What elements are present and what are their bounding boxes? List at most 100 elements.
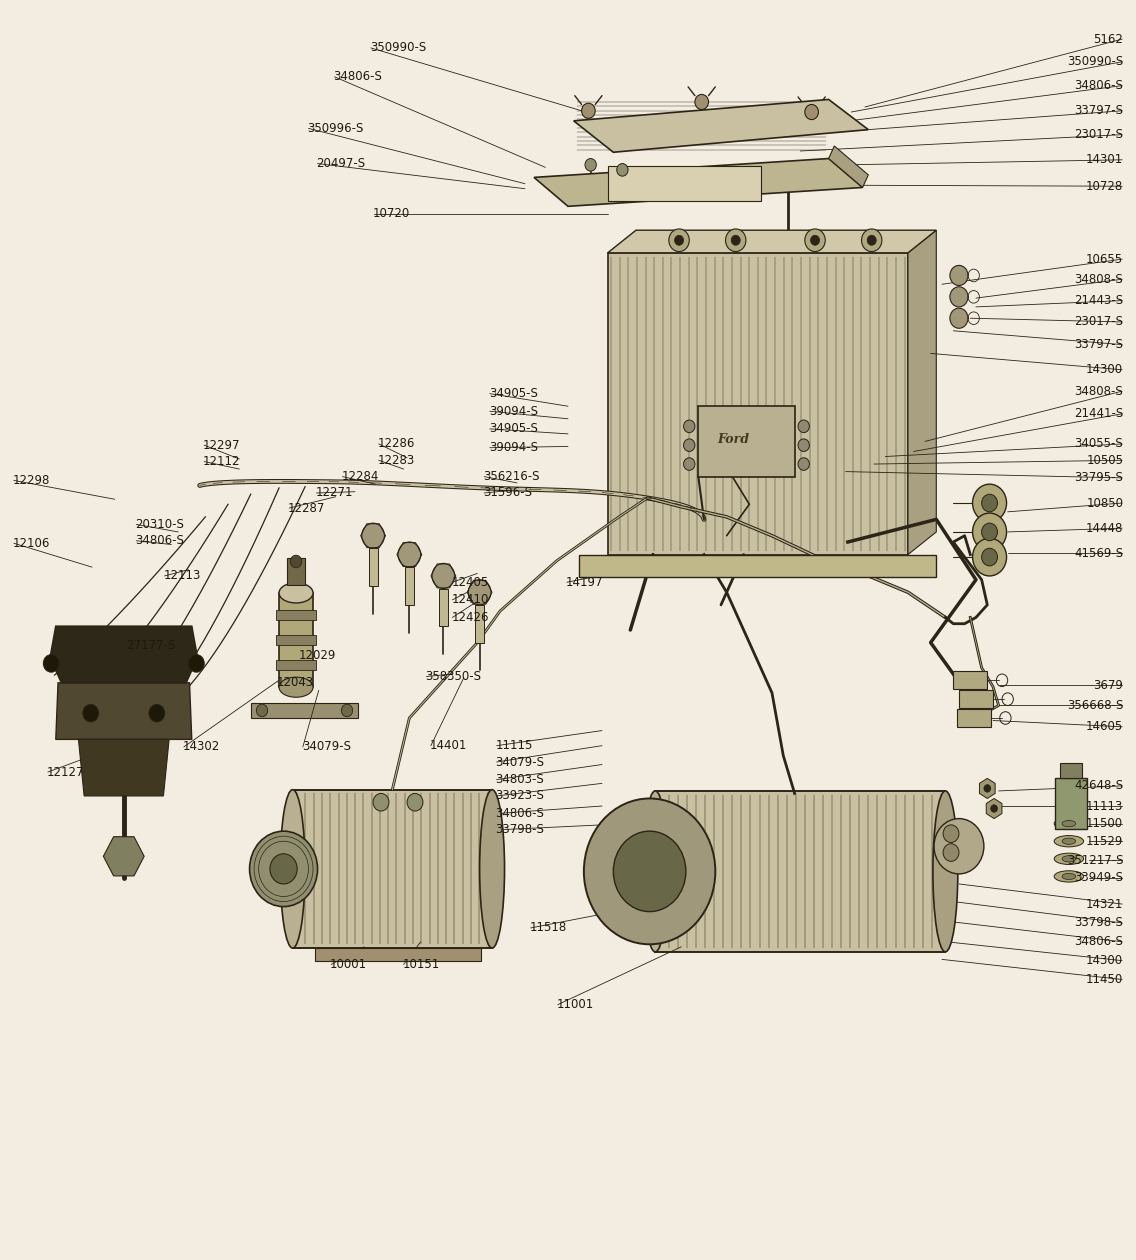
Polygon shape	[251, 703, 358, 718]
Text: 34806-S: 34806-S	[334, 71, 383, 83]
Bar	[1060, 764, 1083, 779]
Text: 11115: 11115	[495, 740, 533, 752]
Bar	[404, 567, 414, 605]
Polygon shape	[608, 231, 936, 253]
Text: 34806-S: 34806-S	[135, 534, 184, 547]
Circle shape	[982, 523, 997, 541]
Circle shape	[684, 420, 695, 432]
Ellipse shape	[1062, 820, 1076, 827]
Bar	[316, 948, 481, 960]
Text: 34806-S: 34806-S	[495, 808, 544, 820]
Text: 12287: 12287	[289, 501, 326, 514]
Circle shape	[189, 655, 204, 672]
Polygon shape	[979, 779, 995, 799]
Text: 34808-S: 34808-S	[1075, 384, 1124, 398]
Circle shape	[584, 799, 716, 944]
Ellipse shape	[1062, 873, 1076, 879]
Bar	[957, 709, 991, 727]
Text: 33923-S: 33923-S	[495, 790, 544, 803]
Circle shape	[613, 832, 686, 912]
Bar	[438, 588, 448, 626]
Text: 12405: 12405	[451, 576, 488, 588]
Circle shape	[982, 548, 997, 566]
Bar	[655, 791, 945, 951]
Circle shape	[695, 94, 709, 110]
Text: 23017-S: 23017-S	[1075, 315, 1124, 329]
Ellipse shape	[281, 790, 306, 948]
Circle shape	[468, 580, 491, 605]
Bar	[608, 166, 761, 202]
Text: 356216-S: 356216-S	[483, 470, 540, 483]
Bar	[293, 790, 492, 948]
Text: 12029: 12029	[299, 649, 335, 662]
Text: 350990-S: 350990-S	[369, 42, 426, 54]
Polygon shape	[828, 146, 868, 188]
Bar	[279, 593, 314, 687]
Polygon shape	[534, 159, 862, 207]
Circle shape	[407, 794, 423, 811]
Text: 33795-S: 33795-S	[1075, 471, 1124, 484]
Text: 11450: 11450	[1086, 973, 1124, 987]
Text: 351217-S: 351217-S	[1067, 853, 1124, 867]
Text: 33798-S: 33798-S	[495, 823, 544, 837]
Text: 12283: 12283	[377, 454, 415, 466]
Text: 20497-S: 20497-S	[317, 158, 366, 170]
Text: 12271: 12271	[316, 486, 353, 499]
Text: 12410: 12410	[451, 593, 488, 606]
Circle shape	[934, 819, 984, 874]
Bar	[1055, 779, 1087, 829]
Ellipse shape	[643, 791, 668, 951]
Circle shape	[83, 704, 99, 722]
Circle shape	[257, 704, 268, 717]
Circle shape	[149, 704, 165, 722]
Circle shape	[804, 229, 825, 252]
Bar	[276, 610, 317, 620]
Text: 23017-S: 23017-S	[1075, 129, 1124, 141]
Text: 14605: 14605	[1086, 721, 1124, 733]
Text: 10728: 10728	[1086, 180, 1124, 193]
Text: 33797-S: 33797-S	[1075, 105, 1124, 117]
Bar	[608, 253, 908, 554]
Circle shape	[799, 420, 809, 432]
Circle shape	[732, 236, 741, 246]
Text: 11518: 11518	[529, 921, 567, 935]
Circle shape	[810, 236, 819, 246]
Bar	[276, 660, 317, 670]
Text: 34079-S: 34079-S	[302, 741, 351, 753]
Text: 11500: 11500	[1086, 818, 1124, 830]
Circle shape	[585, 159, 596, 171]
Text: 10720: 10720	[373, 208, 410, 220]
Text: 14448: 14448	[1086, 522, 1124, 534]
Text: 10655: 10655	[1086, 252, 1124, 266]
Circle shape	[675, 236, 684, 246]
Text: 11529: 11529	[1086, 834, 1124, 848]
Circle shape	[398, 542, 420, 567]
Text: 10850: 10850	[1086, 496, 1124, 509]
Bar	[276, 635, 317, 645]
Circle shape	[991, 805, 997, 813]
Text: 10151: 10151	[402, 958, 440, 971]
Bar	[287, 558, 306, 586]
Circle shape	[982, 494, 997, 512]
Bar	[959, 690, 993, 708]
Text: 21441-S: 21441-S	[1074, 407, 1124, 421]
Text: 34803-S: 34803-S	[495, 774, 544, 786]
Text: 12286: 12286	[377, 437, 415, 450]
Text: 12043: 12043	[277, 677, 314, 689]
Text: 14301: 14301	[1086, 154, 1124, 166]
Text: 34806-S: 34806-S	[1075, 935, 1124, 949]
Circle shape	[950, 266, 968, 286]
Polygon shape	[579, 554, 936, 577]
Bar	[953, 672, 987, 689]
Text: 11113: 11113	[1086, 800, 1124, 813]
Bar	[475, 605, 484, 643]
Text: 41569-S: 41569-S	[1075, 547, 1124, 559]
Circle shape	[943, 825, 959, 843]
Circle shape	[804, 105, 818, 120]
Circle shape	[617, 164, 628, 176]
Bar	[368, 548, 377, 586]
Text: 350996-S: 350996-S	[308, 122, 364, 135]
Text: 350990-S: 350990-S	[1067, 55, 1124, 68]
Text: 27177-S: 27177-S	[126, 639, 175, 651]
Text: 34079-S: 34079-S	[495, 756, 544, 769]
